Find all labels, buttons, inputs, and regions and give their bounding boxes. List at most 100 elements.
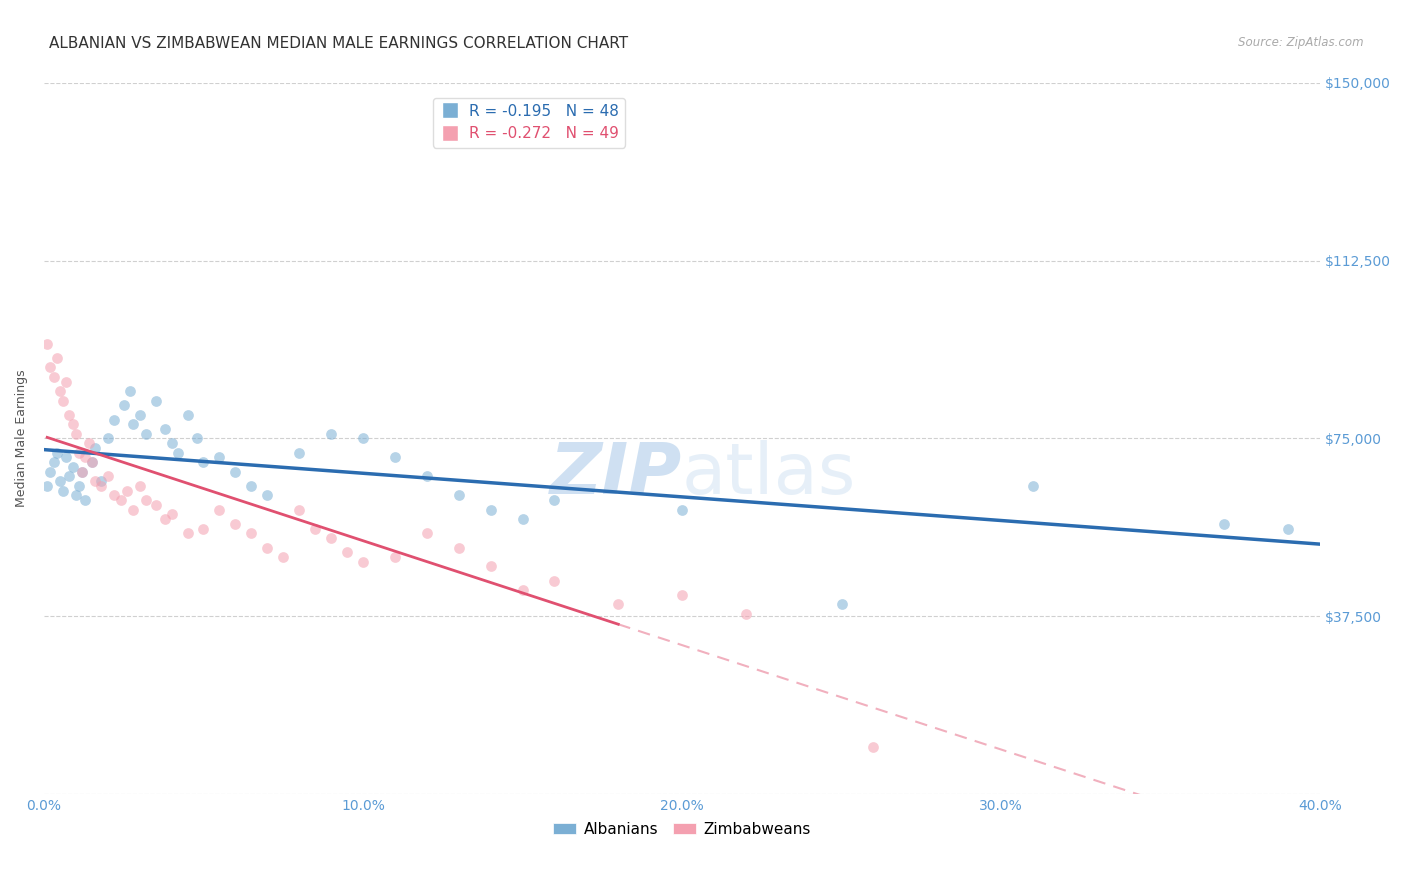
Point — [288, 446, 311, 460]
Point — [84, 441, 107, 455]
Point — [135, 426, 157, 441]
Point — [103, 488, 125, 502]
Point — [671, 588, 693, 602]
Point — [416, 526, 439, 541]
Point — [97, 432, 120, 446]
Point — [240, 479, 263, 493]
Point — [120, 384, 142, 398]
Point — [115, 483, 138, 498]
Point — [208, 450, 231, 465]
Point — [176, 526, 198, 541]
Point — [512, 512, 534, 526]
Point — [1213, 516, 1236, 531]
Point — [55, 450, 77, 465]
Point — [145, 498, 167, 512]
Point — [186, 432, 208, 446]
Point — [58, 408, 80, 422]
Point — [75, 493, 97, 508]
Point — [193, 522, 215, 536]
Point — [77, 436, 100, 450]
Point — [67, 446, 90, 460]
Point — [256, 541, 278, 555]
Point — [72, 465, 94, 479]
Text: atlas: atlas — [682, 440, 856, 508]
Point — [352, 432, 374, 446]
Point — [45, 446, 67, 460]
Point — [90, 479, 112, 493]
Point — [72, 465, 94, 479]
Point — [128, 479, 150, 493]
Point — [336, 545, 359, 559]
Point — [447, 488, 470, 502]
Point — [319, 531, 342, 545]
Legend: Albanians, Zimbabweans: Albanians, Zimbabweans — [547, 816, 817, 843]
Point — [39, 360, 62, 375]
Point — [208, 502, 231, 516]
Point — [49, 384, 72, 398]
Point — [512, 583, 534, 598]
Point — [52, 483, 75, 498]
Point — [145, 393, 167, 408]
Point — [80, 455, 103, 469]
Point — [75, 450, 97, 465]
Point — [58, 469, 80, 483]
Point — [122, 502, 145, 516]
Point — [55, 375, 77, 389]
Point — [831, 598, 853, 612]
Point — [543, 493, 565, 508]
Point — [224, 516, 246, 531]
Point — [42, 455, 65, 469]
Point — [90, 474, 112, 488]
Point — [52, 393, 75, 408]
Point — [42, 369, 65, 384]
Point — [240, 526, 263, 541]
Point — [155, 422, 177, 436]
Point — [1277, 522, 1299, 536]
Point — [37, 479, 59, 493]
Text: ALBANIAN VS ZIMBABWEAN MEDIAN MALE EARNINGS CORRELATION CHART: ALBANIAN VS ZIMBABWEAN MEDIAN MALE EARNI… — [49, 36, 628, 51]
Point — [103, 412, 125, 426]
Point — [62, 459, 84, 474]
Point — [62, 417, 84, 432]
Text: ZIP: ZIP — [550, 440, 682, 508]
Point — [271, 549, 294, 564]
Point — [97, 469, 120, 483]
Point — [543, 574, 565, 588]
Point — [862, 739, 884, 754]
Point — [224, 465, 246, 479]
Text: Source: ZipAtlas.com: Source: ZipAtlas.com — [1239, 36, 1364, 49]
Point — [37, 336, 59, 351]
Point — [49, 474, 72, 488]
Point — [84, 474, 107, 488]
Point — [304, 522, 326, 536]
Point — [479, 559, 502, 574]
Point — [1022, 479, 1045, 493]
Point — [122, 417, 145, 432]
Point — [155, 512, 177, 526]
Point — [112, 398, 135, 412]
Point — [256, 488, 278, 502]
Point — [65, 426, 87, 441]
Point — [65, 488, 87, 502]
Point — [288, 502, 311, 516]
Point — [447, 541, 470, 555]
Point — [128, 408, 150, 422]
Point — [39, 465, 62, 479]
Point — [45, 351, 67, 365]
Point — [319, 426, 342, 441]
Point — [734, 607, 756, 621]
Point — [416, 469, 439, 483]
Y-axis label: Median Male Earnings: Median Male Earnings — [15, 369, 28, 508]
Point — [176, 408, 198, 422]
Point — [384, 549, 406, 564]
Point — [160, 508, 183, 522]
Point — [607, 598, 630, 612]
Point — [384, 450, 406, 465]
Point — [352, 555, 374, 569]
Point — [479, 502, 502, 516]
Point — [80, 455, 103, 469]
Point — [67, 479, 90, 493]
Point — [160, 436, 183, 450]
Point — [193, 455, 215, 469]
Point — [110, 493, 132, 508]
